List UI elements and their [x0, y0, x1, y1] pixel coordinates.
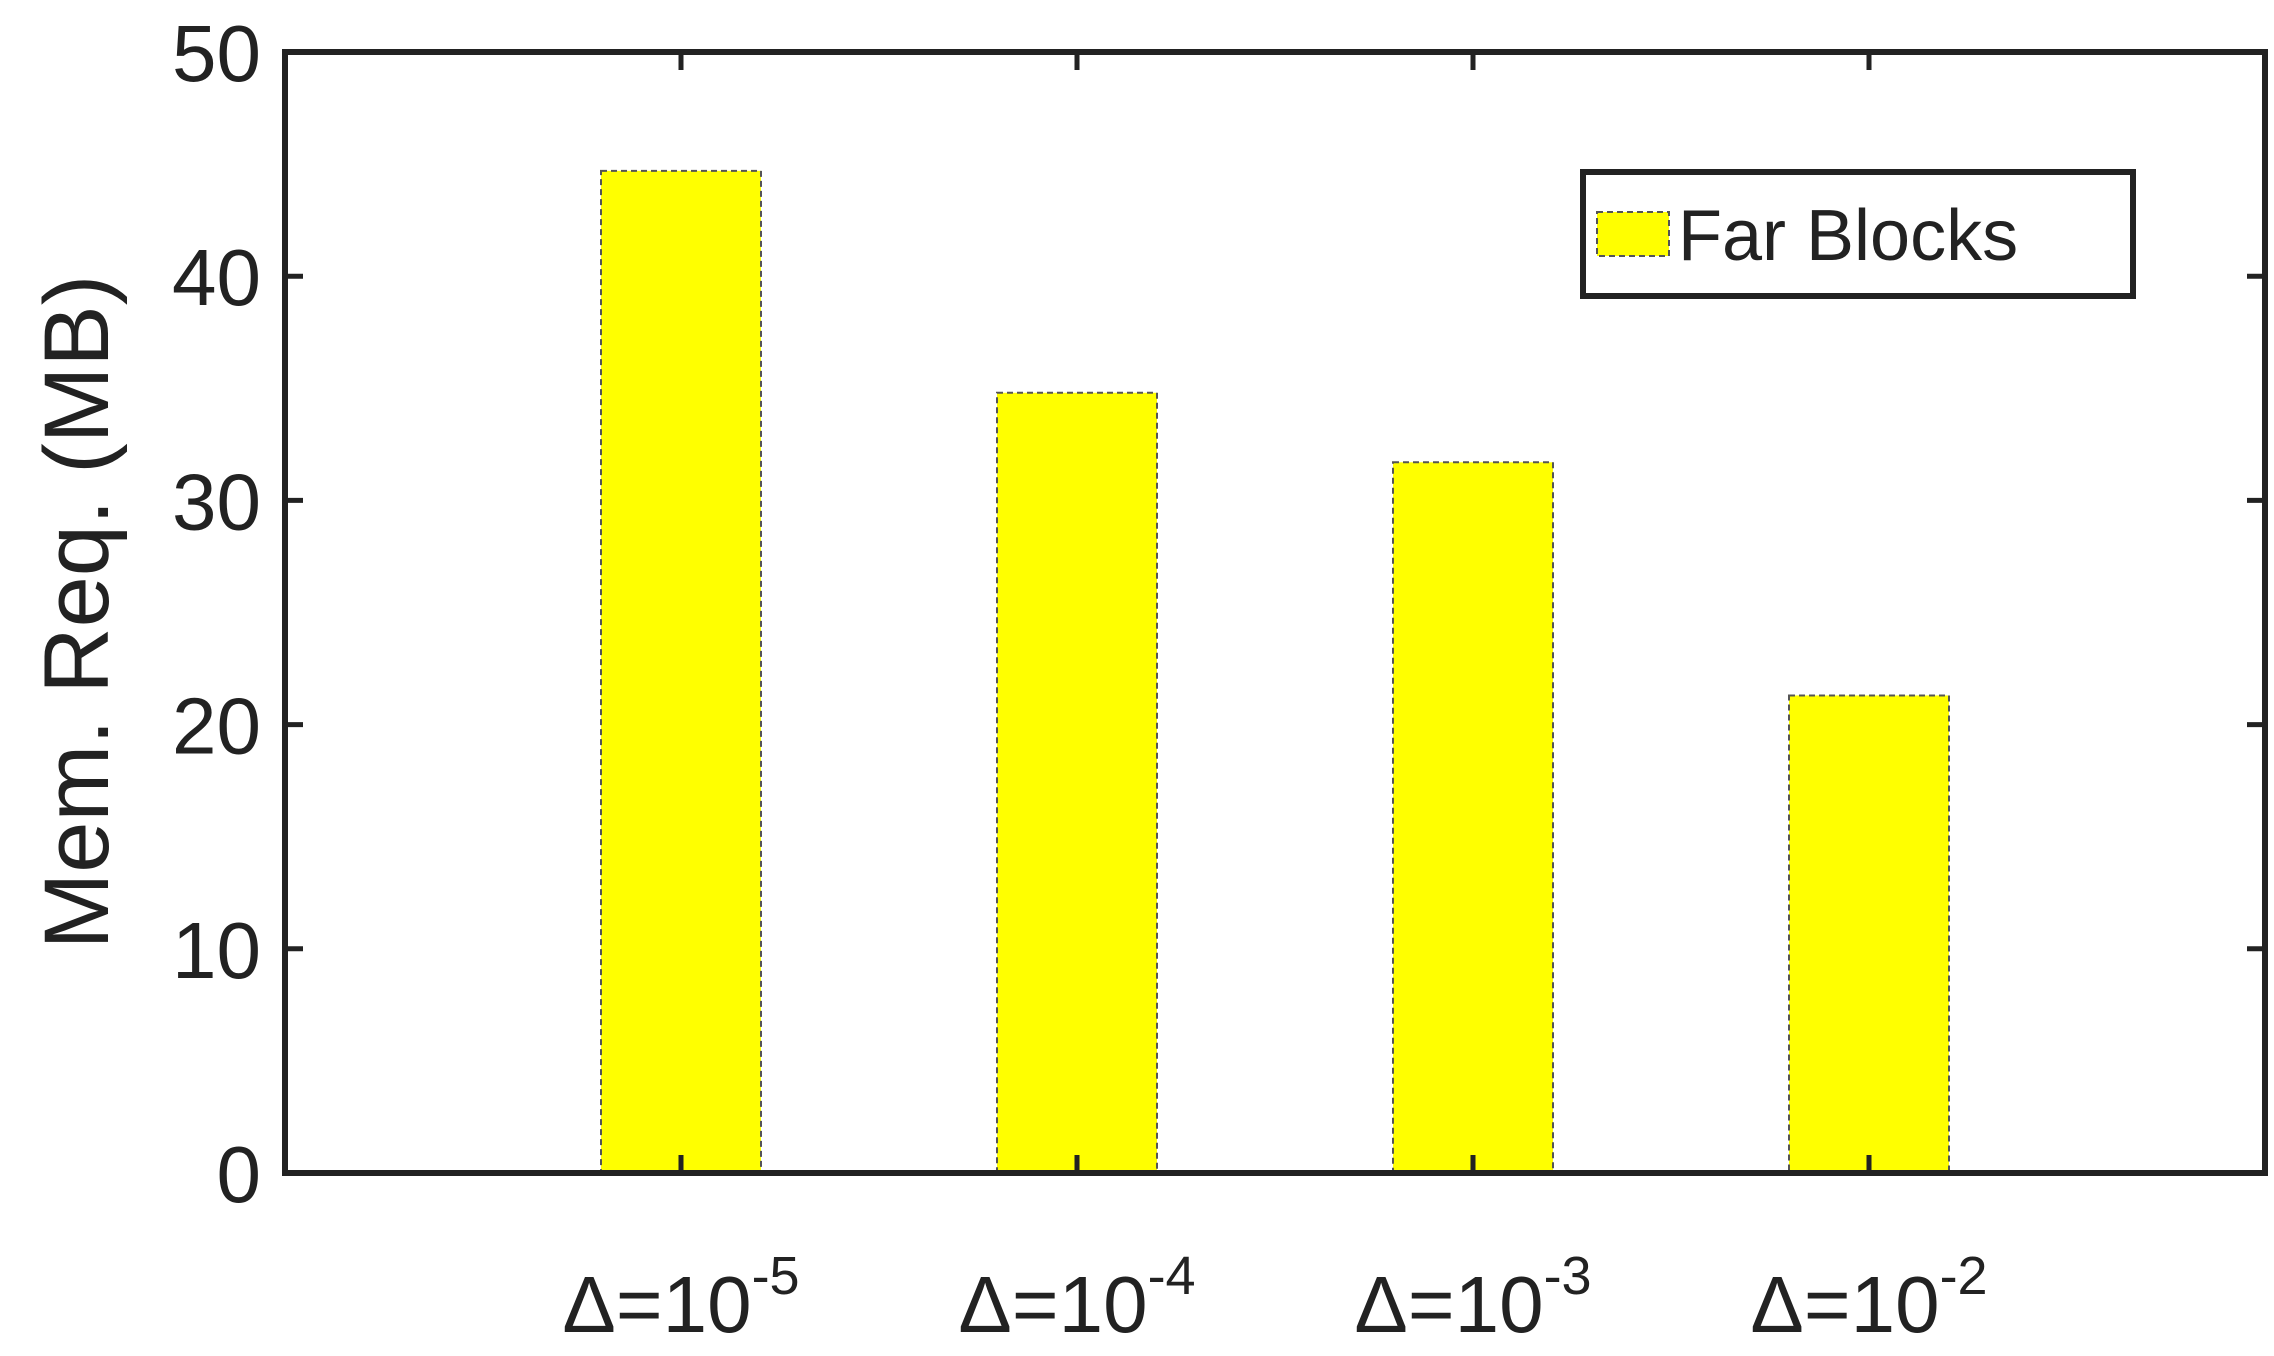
bar-0: [600, 169, 762, 1175]
x-tick-label-base-2: Δ=10: [1354, 1260, 1543, 1349]
bar-2: [1392, 461, 1554, 1174]
bar-1: [996, 391, 1158, 1174]
y-tick-label-4: 40: [172, 233, 261, 322]
y-tick-labels: 0 10 20 30 40 50: [172, 9, 261, 1219]
x-tick-label-exponent-2: -3: [1544, 1246, 1592, 1306]
y-tick-label-5: 50: [172, 9, 261, 98]
bar-3: [1788, 694, 1950, 1174]
bars-layer: [600, 169, 1950, 1175]
y-tick-label-0: 0: [217, 1130, 262, 1219]
plot-area-frame: [282, 49, 2268, 1176]
x-tick-label-exponent-3: -2: [1940, 1246, 1988, 1306]
y-tick-label-2: 20: [172, 682, 261, 771]
legend-box: [1580, 169, 2136, 299]
x-tick-label-1: Δ=10-4: [958, 1246, 1195, 1349]
x-tick-label-base-3: Δ=10: [1750, 1260, 1939, 1349]
x-tick-labels: Δ=10-5 Δ=10-4 Δ=10-3 Δ=10-2: [562, 1246, 1987, 1349]
legend: Far Blocks: [1580, 169, 2136, 299]
x-tick-label-exponent-1: -4: [1148, 1246, 1196, 1306]
x-tick-label-base-1: Δ=10: [958, 1260, 1147, 1349]
y-tick-label-3: 30: [172, 457, 261, 546]
legend-swatch-far-blocks: [1596, 211, 1670, 257]
x-tick-label-exponent-0: -5: [752, 1246, 800, 1306]
x-tick-label-base-0: Δ=10: [562, 1260, 751, 1349]
y-axis-title: Mem. Req. (MB): [26, 275, 128, 950]
legend-label-far-blocks: Far Blocks: [1678, 196, 2018, 276]
y-tick-label-1: 10: [172, 906, 261, 995]
x-tick-label-0: Δ=10-5: [562, 1246, 799, 1349]
x-tick-label-3: Δ=10-2: [1750, 1246, 1987, 1349]
x-tick-label-2: Δ=10-3: [1354, 1246, 1591, 1349]
